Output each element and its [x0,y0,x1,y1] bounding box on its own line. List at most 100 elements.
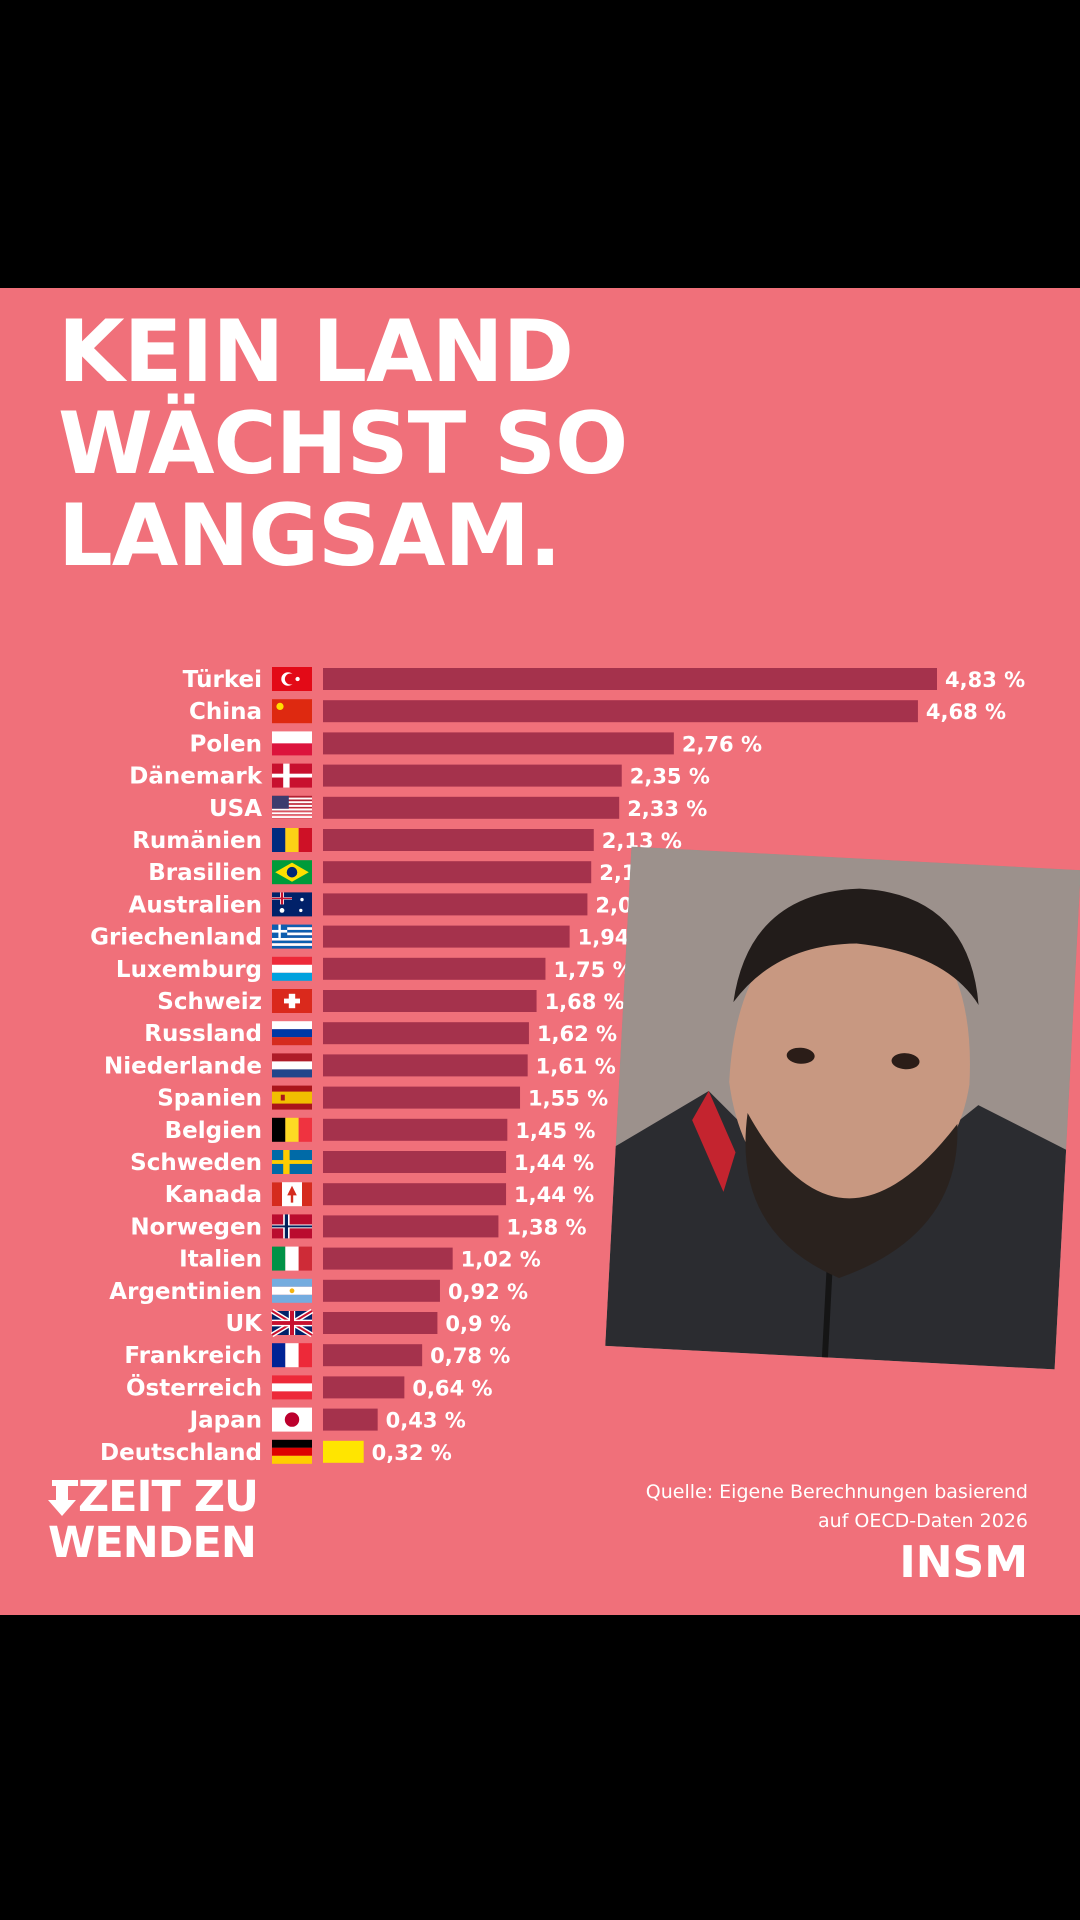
value-label: 1,55 % [528,1087,608,1111]
value-label: 0,32 % [372,1441,452,1465]
country-label: Argentinien [109,1279,262,1305]
country-label: Norwegen [130,1214,262,1240]
value-label: 1,45 % [515,1119,595,1143]
country-label: Schweiz [157,989,262,1015]
country-label: Japan [188,1408,262,1434]
bar [323,925,570,948]
right-eye [891,1053,920,1070]
value-label: 1,02 % [461,1248,541,1272]
bar [323,1344,423,1367]
spain-flag-icon [272,1085,312,1110]
bar [323,1086,521,1109]
value-label: 1,75 % [553,958,633,982]
china-flag-icon [272,699,312,724]
left-eye [786,1047,815,1064]
source-note: Quelle: Eigene Berechnungen basierend au… [645,1481,1028,1532]
value-label: 4,83 % [945,668,1025,692]
japan-flag-icon [272,1407,312,1432]
bar [323,1376,405,1399]
argentina-flag-icon [272,1278,312,1303]
country-label: Belgien [165,1118,262,1144]
value-label: 1,38 % [506,1215,586,1239]
country-label: Österreich [126,1373,262,1401]
bar [323,1215,499,1238]
romania-flag-icon [272,828,312,852]
bar [323,1279,440,1302]
austria-flag-icon [272,1375,312,1400]
germany-flag-icon [272,1439,312,1464]
italy-flag-icon [272,1246,312,1271]
country-label: Luxemburg [116,957,262,983]
value-label: 0,78 % [430,1344,510,1368]
value-label: 0,9 % [445,1312,511,1336]
bar [323,1022,529,1045]
russia-flag-icon [272,1021,312,1046]
down-arrow-icon [48,1480,78,1516]
headline: KEIN LAND WÄCHST SO LANGSAM. [58,302,628,586]
zeit-zu-wenden-logo: ZEIT ZU WENDEN [48,1474,328,1574]
bar [323,957,546,980]
country-label: Spanien [157,1086,262,1112]
beard [745,1113,958,1279]
country-label: Türkei [183,667,262,693]
bar [323,668,937,690]
bar [323,1440,364,1463]
value-label: 1,68 % [545,990,625,1014]
switzerland-flag-icon [272,989,312,1013]
country-label: Russland [144,1021,262,1047]
country-label: USA [209,796,262,822]
insm-logo: INSM [899,1537,1028,1588]
bar [323,1183,507,1206]
value-label: 1,44 % [514,1183,594,1207]
bar [323,700,918,723]
bar [323,732,674,755]
uk-flag-icon [270,1308,314,1338]
country-label: China [189,699,262,725]
bar [323,990,537,1012]
value-label: 2,35 % [630,765,710,789]
value-label: 0,92 % [448,1280,528,1304]
bar [323,829,594,851]
value-label: 1,62 % [537,1022,617,1046]
logo-line-1: ZEIT ZU [78,1472,259,1522]
person-video-overlay [605,846,1080,1370]
australia-flag-icon [272,892,312,917]
face [729,898,970,1229]
greece-flag-icon [272,924,312,949]
value-label: 2,33 % [627,797,707,821]
country-label: Brasilien [148,860,262,886]
bar [323,1247,453,1270]
country-label: Griechenland [90,925,262,951]
country-label: Kanada [165,1182,262,1208]
denmark-flag-icon [272,763,312,788]
netherlands-flag-icon [272,1053,312,1078]
bar [323,893,588,916]
country-label: Rumänien [132,828,262,854]
norway-flag-icon [272,1214,312,1239]
bar [323,796,620,819]
country-label: Italien [179,1247,262,1273]
bar [323,1151,507,1173]
belgium-flag-icon [272,1117,312,1142]
turkey-flag-icon [272,667,312,691]
value-label: 4,68 % [926,700,1006,724]
country-label: Niederlande [104,1053,262,1079]
country-label: Polen [189,731,262,757]
value-label: 0,43 % [386,1409,466,1433]
country-label: Schweden [130,1150,262,1176]
bar [323,1118,508,1141]
brazil-flag-icon [272,860,312,885]
hair [733,888,979,1005]
country-label: Dänemark [129,764,262,790]
value-label: 1,61 % [536,1054,616,1078]
jacket-red-collar [692,1090,736,1192]
canada-flag-icon [272,1182,312,1207]
infographic-panel: KEIN LAND WÄCHST SO LANGSAM. Türkei 4,83 … [0,288,1080,1615]
country-label: Frankreich [124,1343,262,1369]
country-label: UK [226,1311,264,1337]
france-flag-icon [272,1343,312,1368]
country-label: Deutschland [100,1440,262,1466]
bar [323,764,622,787]
value-label: 0,64 % [412,1376,492,1400]
logo-line-2: WENDEN [48,1518,257,1568]
